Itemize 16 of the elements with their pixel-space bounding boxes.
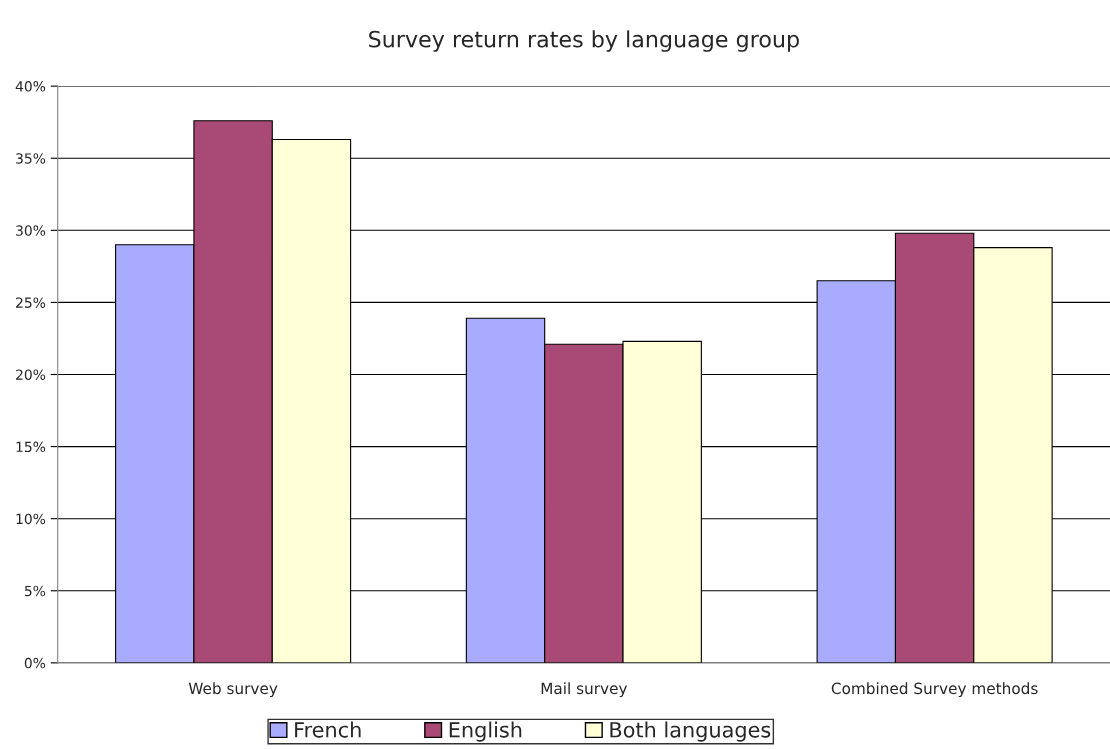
- y-tick-label: 35%: [16, 153, 46, 164]
- y-tick-label: 5%: [24, 585, 46, 597]
- chart-title: Survey return rates by language group: [369, 30, 799, 52]
- y-tick-label: 40%: [15, 81, 46, 92]
- y-tick-label: 15%: [16, 441, 46, 453]
- y-tick-label: 10%: [16, 513, 46, 525]
- y-tick-label: 30%: [16, 225, 46, 236]
- legend-label: English: [449, 721, 522, 742]
- x-tick-label: Mail survey: [541, 682, 628, 698]
- x-tick-label: Web survey: [188, 682, 278, 698]
- y-tick-label: 20%: [16, 369, 46, 380]
- y-tick-label: 25%: [16, 297, 46, 308]
- x-tick-label: Combined Survey methods: [831, 682, 1038, 698]
- legend-label: French: [295, 721, 361, 738]
- legend-label: Both languages: [610, 721, 771, 742]
- y-tick-label: 0%: [24, 657, 46, 669]
